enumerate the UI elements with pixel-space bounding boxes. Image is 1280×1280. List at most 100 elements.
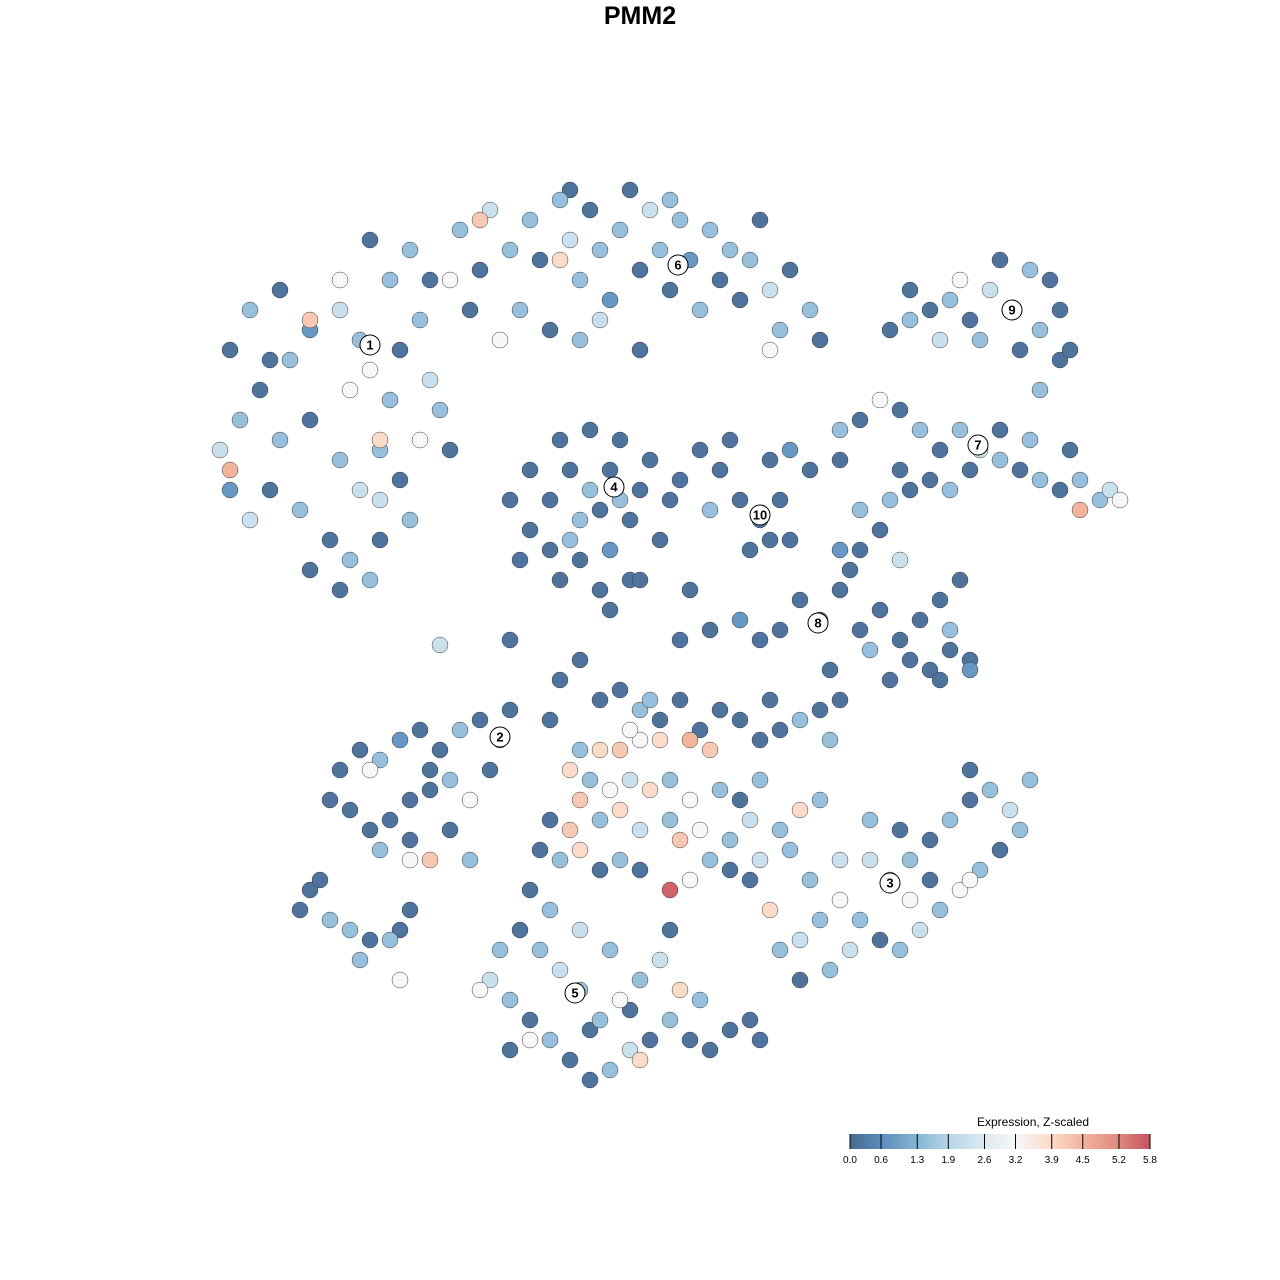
- data-point: [591, 581, 609, 599]
- data-point: [681, 1031, 699, 1049]
- data-point: [771, 321, 789, 339]
- data-point: [461, 851, 479, 869]
- data-point: [651, 531, 669, 549]
- data-point: [331, 451, 349, 469]
- data-point: [361, 231, 379, 249]
- data-point: [701, 741, 719, 759]
- data-point: [431, 401, 449, 419]
- colorbar-tick-label: 5.2: [1112, 1155, 1126, 1166]
- data-point: [361, 761, 379, 779]
- colorbar-tick-label: 0.6: [874, 1155, 888, 1166]
- data-point: [811, 911, 829, 929]
- data-point: [601, 781, 619, 799]
- colorbar-tick-label: 1.3: [910, 1155, 924, 1166]
- cluster-label-10: 10: [749, 504, 771, 526]
- data-point: [611, 801, 629, 819]
- data-point: [621, 511, 639, 529]
- data-point: [631, 971, 649, 989]
- data-point: [721, 431, 739, 449]
- data-point: [461, 301, 479, 319]
- data-point: [771, 721, 789, 739]
- colorbar-tick-label: 3.2: [1009, 1155, 1023, 1166]
- colorbar-tick-label: 2.6: [978, 1155, 992, 1166]
- data-point: [681, 871, 699, 889]
- data-point: [901, 651, 919, 669]
- data-point: [871, 391, 889, 409]
- data-point: [671, 981, 689, 999]
- data-point: [951, 271, 969, 289]
- data-point: [461, 791, 479, 809]
- data-point: [411, 311, 429, 329]
- data-point: [621, 1041, 639, 1059]
- data-point: [561, 1051, 579, 1069]
- data-point: [941, 481, 959, 499]
- data-point: [621, 1001, 639, 1019]
- colorbar-tick-label: 3.9: [1045, 1155, 1059, 1166]
- data-point: [761, 281, 779, 299]
- data-point: [871, 931, 889, 949]
- data-point: [901, 851, 919, 869]
- data-point: [941, 641, 959, 659]
- data-point: [941, 291, 959, 309]
- data-point: [681, 731, 699, 749]
- data-point: [491, 331, 509, 349]
- data-point: [731, 791, 749, 809]
- data-point: [1021, 771, 1039, 789]
- data-point: [771, 621, 789, 639]
- data-point: [891, 821, 909, 839]
- cluster-label-badge: [967, 434, 989, 456]
- data-point: [921, 471, 939, 489]
- data-point: [591, 741, 609, 759]
- colorbar-tick-label: 5.8: [1143, 1155, 1157, 1166]
- data-point: [771, 821, 789, 839]
- data-point: [431, 741, 449, 759]
- data-point: [631, 731, 649, 749]
- data-point: [631, 861, 649, 879]
- data-point: [671, 831, 689, 849]
- data-point: [611, 741, 629, 759]
- data-point: [561, 531, 579, 549]
- data-point: [581, 1071, 599, 1089]
- data-point: [471, 981, 489, 999]
- cluster-label-text: 1: [366, 338, 373, 353]
- cluster-label-text: 9: [1008, 303, 1015, 318]
- data-point: [421, 371, 439, 389]
- data-point: [721, 1021, 739, 1039]
- data-point: [711, 271, 729, 289]
- colorbar: 0.0 0.6 1.3 1.9 2.6 3.2 3.9 4.5 5.2 5.8: [843, 1134, 1157, 1166]
- colorbar-gradient: [850, 1134, 1150, 1149]
- data-point: [791, 711, 809, 729]
- data-point: [481, 201, 499, 219]
- data-point: [391, 921, 409, 939]
- data-point: [481, 971, 499, 989]
- data-point: [1031, 321, 1049, 339]
- data-point: [571, 511, 589, 529]
- cluster-label-text: 5: [571, 986, 578, 1001]
- data-point: [671, 691, 689, 709]
- data-point: [581, 421, 599, 439]
- data-point: [501, 991, 519, 1009]
- data-point: [871, 521, 889, 539]
- data-point: [991, 841, 1009, 859]
- data-point: [381, 811, 399, 829]
- data-point: [911, 611, 929, 629]
- data-point: [601, 1061, 619, 1079]
- data-point: [931, 441, 949, 459]
- data-point: [751, 1031, 769, 1049]
- data-point: [481, 761, 499, 779]
- data-point: [411, 721, 429, 739]
- data-point: [401, 851, 419, 869]
- data-point: [821, 661, 839, 679]
- colorbar-tick-label: 4.5: [1076, 1155, 1090, 1166]
- data-point: [751, 731, 769, 749]
- data-point: [561, 461, 579, 479]
- data-point: [381, 391, 399, 409]
- data-point: [951, 881, 969, 899]
- data-point: [761, 531, 779, 549]
- data-point: [321, 791, 339, 809]
- data-point: [871, 601, 889, 619]
- data-point: [541, 811, 559, 829]
- colorbar-tick-label: 0.0: [843, 1155, 857, 1166]
- data-point: [511, 921, 529, 939]
- data-point: [301, 881, 319, 899]
